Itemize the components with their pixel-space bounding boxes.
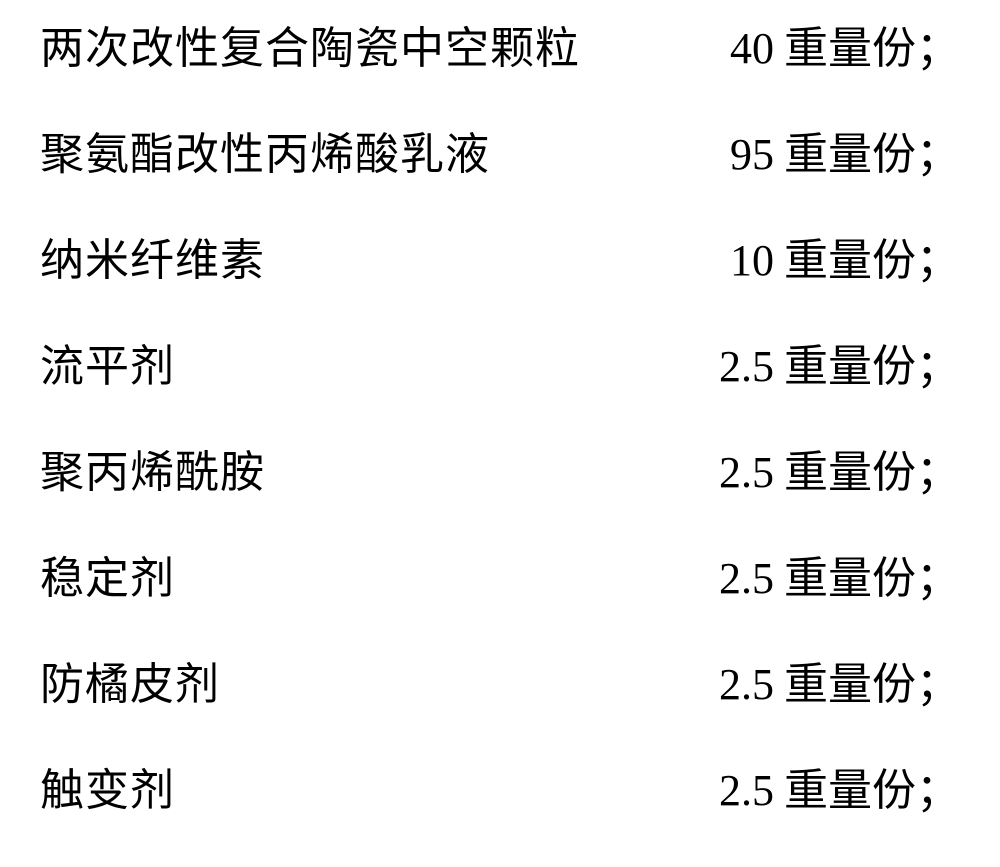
list-item: 纳米纤维素 10 重量份 ； [40, 224, 960, 330]
value-unit: 重量份 [784, 12, 916, 76]
value-semicolon: ； [916, 436, 960, 500]
list-item: 防橘皮剂 2.5 重量份 ； [40, 648, 960, 754]
ingredient-label: 稳定剂 [40, 542, 175, 606]
value-unit: 重量份 [784, 754, 916, 818]
ingredient-label: 防橘皮剂 [40, 648, 220, 712]
value-unit: 重量份 [784, 224, 916, 288]
value-semicolon: ； [916, 542, 960, 606]
value-semicolon: ； [916, 330, 960, 394]
value-number: 95 [702, 129, 774, 180]
ingredient-value: 2.5 重量份 ； [702, 436, 960, 500]
ingredient-value: 95 重量份 ； [702, 118, 960, 182]
value-semicolon: ； [916, 224, 960, 288]
value-unit: 重量份 [784, 330, 916, 394]
value-unit: 重量份 [784, 648, 916, 712]
value-semicolon: ； [916, 648, 960, 712]
value-semicolon: ； [916, 12, 960, 76]
value-semicolon: ； [916, 754, 960, 818]
value-unit: 重量份 [784, 118, 916, 182]
list-item: 流平剂 2.5 重量份 ； [40, 330, 960, 436]
value-semicolon: ； [916, 118, 960, 182]
value-unit: 重量份 [784, 542, 916, 606]
value-unit: 重量份 [784, 436, 916, 500]
ingredient-value: 10 重量份 ； [702, 224, 960, 288]
value-number: 40 [702, 23, 774, 74]
value-number: 2.5 [702, 341, 774, 392]
ingredient-value: 2.5 重量份 ； [702, 330, 960, 394]
value-number: 10 [702, 235, 774, 286]
ingredient-label: 流平剂 [40, 330, 175, 394]
ingredient-label: 聚丙烯酰胺 [40, 436, 265, 500]
ingredient-label: 触变剂 [40, 754, 175, 818]
ingredient-value: 40 重量份 ； [702, 12, 960, 76]
value-number: 2.5 [702, 659, 774, 710]
ingredient-list: 两次改性复合陶瓷中空颗粒 40 重量份 ； 聚氨酯改性丙烯酸乳液 95 重量份 … [40, 12, 960, 860]
list-item: 两次改性复合陶瓷中空颗粒 40 重量份 ； [40, 12, 960, 118]
ingredient-label: 聚氨酯改性丙烯酸乳液 [40, 118, 490, 182]
list-item: 聚丙烯酰胺 2.5 重量份 ； [40, 436, 960, 542]
ingredient-value: 2.5 重量份 ； [702, 754, 960, 818]
value-number: 2.5 [702, 765, 774, 816]
ingredient-value: 2.5 重量份 ； [702, 542, 960, 606]
list-item: 触变剂 2.5 重量份 ； [40, 754, 960, 860]
ingredient-label: 纳米纤维素 [40, 224, 265, 288]
value-number: 2.5 [702, 447, 774, 498]
ingredient-label: 两次改性复合陶瓷中空颗粒 [40, 12, 580, 76]
value-number: 2.5 [702, 553, 774, 604]
ingredient-value: 2.5 重量份 ； [702, 648, 960, 712]
list-item: 聚氨酯改性丙烯酸乳液 95 重量份 ； [40, 118, 960, 224]
list-item: 稳定剂 2.5 重量份 ； [40, 542, 960, 648]
